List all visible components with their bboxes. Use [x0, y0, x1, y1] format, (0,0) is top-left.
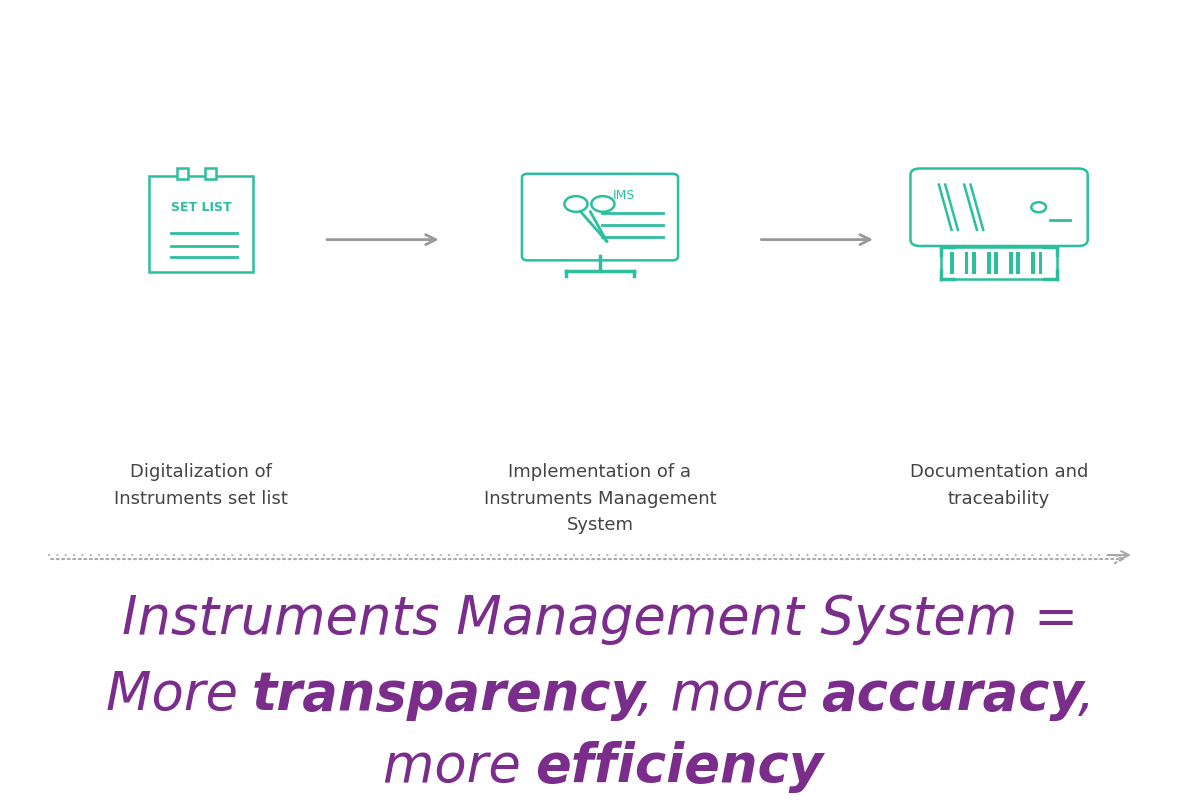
- Text: Implementation of a
Instruments Management
System: Implementation of a Instruments Manageme…: [484, 463, 716, 534]
- Bar: [1016, 252, 1020, 274]
- Bar: [941, 246, 1057, 279]
- Bar: [986, 252, 991, 274]
- Text: IMS: IMS: [613, 189, 635, 202]
- Bar: [994, 252, 998, 274]
- Text: accuracy: accuracy: [821, 669, 1084, 721]
- Bar: [1031, 252, 1036, 274]
- Bar: [1038, 252, 1043, 274]
- Bar: [949, 252, 954, 274]
- Text: Instruments Management System =: Instruments Management System =: [122, 593, 1078, 645]
- Text: Documentation and
traceability: Documentation and traceability: [910, 463, 1088, 508]
- Text: Digitalization of
Instruments set list: Digitalization of Instruments set list: [114, 463, 288, 508]
- Bar: [1009, 252, 1013, 274]
- Text: More: More: [106, 669, 254, 721]
- Text: SET LIST: SET LIST: [170, 201, 232, 214]
- Text: ,: ,: [1078, 669, 1094, 721]
- Bar: [965, 252, 968, 274]
- Text: more: more: [384, 741, 538, 793]
- Bar: [176, 168, 187, 179]
- Text: , more: , more: [637, 669, 824, 721]
- Bar: [972, 252, 976, 274]
- Text: efficiency: efficiency: [535, 741, 823, 793]
- Text: transparency: transparency: [251, 669, 646, 721]
- Bar: [205, 168, 216, 179]
